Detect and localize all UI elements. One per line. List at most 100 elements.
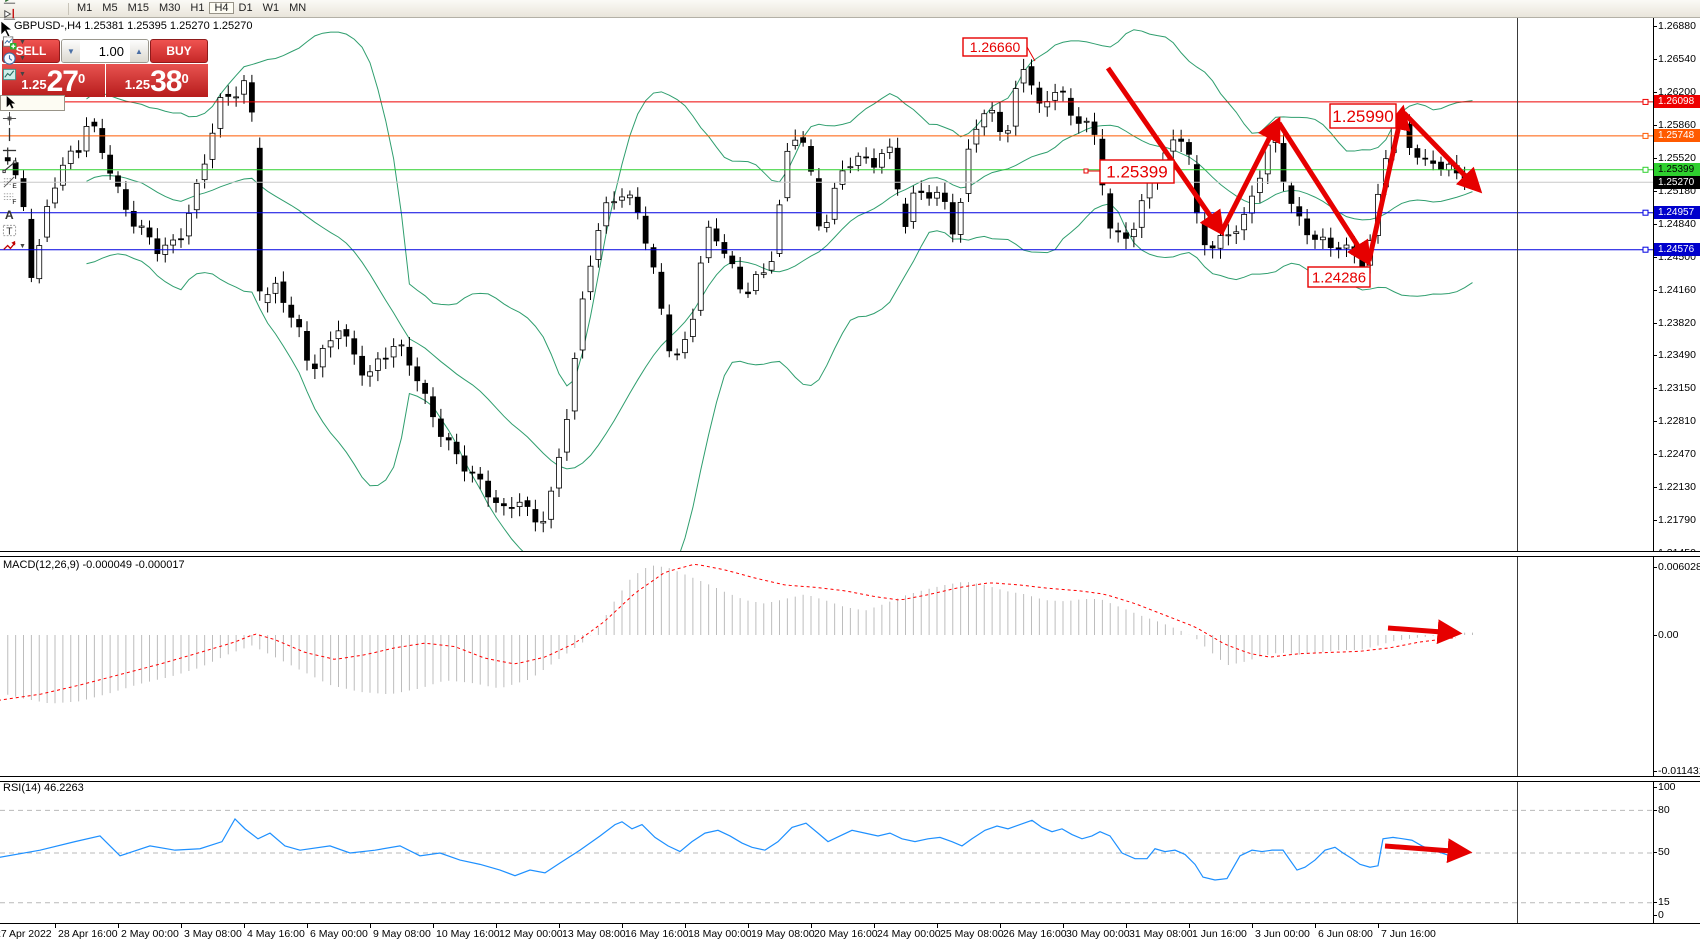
indicators-icon — [2, 36, 17, 50]
candle — [666, 314, 673, 352]
toolbar-button-hline[interactable] — [0, 143, 65, 159]
price-chart-canvas[interactable]: 1.26660 1.25399 1.25990 1.24286 — [0, 17, 1653, 551]
timeframe-button-H4[interactable]: H4 — [209, 2, 234, 14]
dropdown-caret-icon[interactable]: ▼ — [19, 242, 26, 250]
candle — [1233, 231, 1240, 234]
candle — [989, 110, 996, 114]
candle — [264, 294, 271, 304]
candle — [910, 192, 917, 222]
toolbar-button-cursor[interactable] — [0, 94, 65, 111]
candle — [241, 80, 247, 95]
price-axis[interactable]: 1.26880 1.26540 1.26200 1.25860 1.25520 1.251… — [1653, 17, 1700, 923]
toolbar-button-crosshair[interactable] — [0, 111, 65, 127]
toolbar-button-templates[interactable]: ▼ — [0, 67, 65, 83]
toolbar-button-text[interactable]: A — [0, 207, 65, 223]
vertical-line-object[interactable] — [1517, 17, 1518, 923]
candle — [374, 358, 381, 371]
price-axis-label: 1.23820 — [1658, 317, 1696, 330]
price-axis-label: 1.26880 — [1658, 20, 1696, 32]
candle — [902, 203, 909, 227]
line-handle[interactable] — [1642, 209, 1649, 216]
toolbar-button-text-label[interactable]: T — [0, 223, 65, 239]
timeframe-button-H1[interactable]: H1 — [190, 2, 205, 14]
candle — [201, 163, 208, 181]
panel-splitter[interactable] — [0, 551, 1700, 557]
price-annotation-box[interactable] — [1329, 103, 1397, 129]
dropdown-caret-icon[interactable]: ▼ — [19, 38, 26, 46]
toolbar-button-fibo-expansion[interactable]: F — [0, 191, 65, 207]
candle — [1083, 120, 1090, 123]
candle — [4, 157, 11, 162]
time-axis-label: 19 May 08:00 — [751, 928, 815, 940]
macd-trend-arrow[interactable] — [1387, 619, 1463, 645]
trend-arrow[interactable] — [1105, 66, 1225, 237]
price-axis-label: 1.24160 — [1658, 284, 1696, 297]
price-annotation-box[interactable] — [1099, 159, 1175, 184]
timeframe-button-M5[interactable]: M5 — [102, 2, 118, 14]
candle — [59, 164, 66, 186]
panel-splitter[interactable] — [0, 776, 1700, 782]
volume-increase-button[interactable]: ▲ — [130, 40, 148, 62]
trend-arrow[interactable] — [1218, 116, 1281, 235]
candle — [571, 358, 578, 412]
time-axis[interactable]: 27 Apr 2022 28 Apr 16:00 2 May 00:00 3 May … — [0, 923, 1700, 944]
trend-arrow[interactable] — [1366, 104, 1411, 262]
timeframe-button-M30[interactable]: M30 — [158, 2, 181, 14]
candle-wicks — [7, 58, 1473, 533]
candle — [1107, 193, 1114, 229]
candle — [1272, 136, 1279, 143]
macd-panel-canvas[interactable] — [0, 555, 1653, 776]
rsi-panel-canvas[interactable] — [0, 780, 1653, 923]
price-annotation-box[interactable] — [962, 37, 1028, 57]
candle — [697, 262, 704, 311]
toolbar-button-indicators[interactable]: ▼ — [0, 35, 65, 51]
candle — [1335, 247, 1342, 250]
candle — [941, 192, 948, 202]
time-axis-label: 20 May 16:00 — [814, 928, 878, 940]
candle — [1091, 121, 1098, 135]
candle — [626, 194, 633, 199]
price-annotation-box[interactable] — [1307, 266, 1371, 288]
indicator-axis-label: 0.00 — [1658, 629, 1679, 641]
line-handle[interactable] — [1642, 246, 1649, 253]
candle — [382, 357, 389, 360]
trend-arrow[interactable] — [1402, 111, 1483, 194]
line-handle[interactable] — [1642, 166, 1649, 173]
rsi-trend-arrow[interactable] — [1384, 838, 1473, 864]
timeframe-button-M15[interactable]: M15 — [127, 2, 149, 14]
timeframe-button-M1[interactable]: M1 — [77, 2, 93, 14]
templates-icon — [2, 68, 17, 81]
candle — [1146, 182, 1153, 199]
candle — [1170, 139, 1177, 152]
trend-arrow[interactable] — [1276, 121, 1372, 267]
timeframe-button-D1[interactable]: D1 — [238, 2, 253, 14]
toolbar-button-fibo[interactable]: E — [0, 175, 65, 191]
volume-decrease-button[interactable]: ▼ — [62, 40, 80, 62]
toolbar-button-trendline[interactable] — [0, 159, 65, 175]
candle — [729, 255, 736, 265]
price-level-badge: 1.25748 — [1654, 129, 1700, 143]
candle — [178, 238, 184, 241]
toolbar-button-auto-scroll[interactable] — [0, 0, 65, 7]
candle — [508, 507, 515, 509]
candle — [209, 132, 216, 160]
svg-text:T: T — [6, 226, 13, 237]
toolbar-button-periods[interactable]: ▼ — [0, 51, 65, 67]
candle — [1225, 234, 1232, 237]
candle — [225, 93, 232, 97]
toolbar-button-chart-shift[interactable] — [0, 7, 65, 23]
buy-button[interactable]: BUY — [150, 39, 208, 63]
line-handle[interactable] — [1642, 132, 1649, 139]
toolbar-button-arrows[interactable]: ▼ — [0, 239, 65, 255]
candle — [619, 196, 625, 201]
candle — [280, 281, 287, 303]
timeframe-button-MN[interactable]: MN — [289, 2, 307, 14]
toolbar-button-vline[interactable] — [0, 127, 65, 143]
dropdown-caret-icon[interactable]: ▼ — [19, 54, 26, 62]
timeframe-button-W1[interactable]: W1 — [262, 2, 280, 14]
volume-input[interactable]: 1.00 — [98, 43, 124, 59]
candle — [713, 228, 720, 242]
dropdown-caret-icon[interactable]: ▼ — [19, 70, 26, 78]
macd-indicator-label: MACD(12,26,9) -0.000049 -0.000017 — [3, 559, 185, 571]
line-handle[interactable] — [1642, 98, 1649, 105]
